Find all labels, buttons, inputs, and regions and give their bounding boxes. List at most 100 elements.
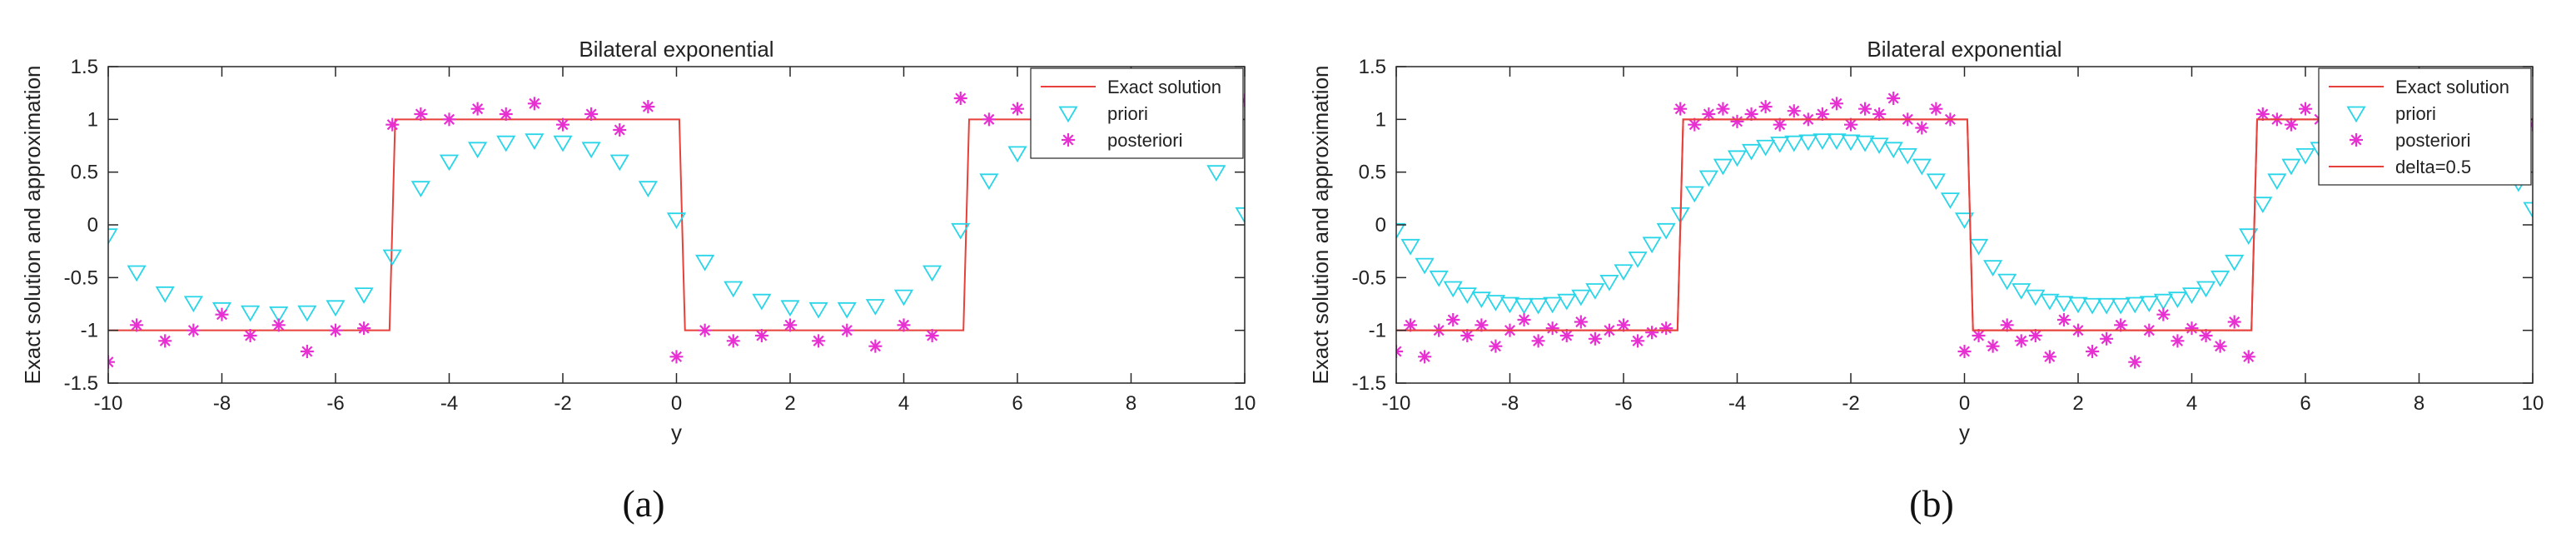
chart-a-caption: (a) <box>622 482 664 525</box>
chart-a-xtick-label: -10 <box>94 392 123 415</box>
chart-b-series-posteriori-point <box>1645 326 1659 340</box>
chart-b-series-priori-point <box>1983 260 2003 276</box>
chart-a-series-posteriori-point <box>754 329 768 342</box>
chart-b-legend-posteriori-swatch <box>2350 133 2363 147</box>
chart-b-series-posteriori-point <box>2199 329 2213 342</box>
chart-b-legend-priori-swatch <box>2346 106 2366 123</box>
chart-b-xtick-label: 0 <box>1959 392 1970 415</box>
figure-panel-b: -10 -8 -6 -4 -2 0 2 4 6 8 10 -1.5 -1 -0.5 0 0.5 1 1.5 Bila… <box>1288 0 2576 543</box>
chart-b-series-posteriori-point <box>1844 117 1857 132</box>
chart-b-series-priori-point <box>1968 238 1989 256</box>
chart-b-series-priori-point <box>2225 254 2245 272</box>
chart-b-series-priori-point <box>1400 238 1420 256</box>
chart-b-xtick-label: 8 <box>2414 392 2424 415</box>
chart-b-series-posteriori-point <box>2000 318 2014 332</box>
chart-b-series-posteriori-point <box>2213 339 2227 353</box>
chart-b-series-posteriori-point <box>1446 313 1460 326</box>
chart-b-series-priori-point <box>1571 289 1591 306</box>
chart-b-series-priori-point <box>1841 134 1861 152</box>
chart-b-series-posteriori-point <box>1631 334 1645 348</box>
chart-b-series-posteriori-point <box>1787 104 1801 118</box>
chart-a-series-priori-point <box>496 135 516 152</box>
chart-a-ytick-label: 1 <box>87 108 98 131</box>
chart-b-series-posteriori-point <box>1659 321 1673 336</box>
chart-a-series-exact-solution-line <box>108 118 1245 331</box>
chart-a-series-posteriori-point <box>641 100 655 114</box>
chart-a-series-posteriori-point <box>698 323 712 337</box>
chart-b-xlabel: y <box>1959 420 1970 445</box>
chart-b-series-posteriori-point <box>2114 318 2128 332</box>
chart-b-series-priori-point <box>1529 297 1549 315</box>
chart-b-series-posteriori-point <box>1474 318 1489 332</box>
chart-a-xtick-label: 8 <box>1126 392 1136 415</box>
chart-b-series-posteriori-point <box>1559 329 1574 342</box>
chart-b-series-posteriori-point <box>1972 329 1986 342</box>
chart-a-xtick-label: -8 <box>213 392 231 415</box>
chart-a-series-priori-point <box>581 142 601 159</box>
chart-b-series-posteriori-point <box>1404 318 1418 332</box>
chart-a-series-posteriori-point <box>840 323 854 337</box>
chart-a-legend-priori-swatch <box>1058 106 1078 123</box>
chart-b-legend: Exact solution priori posteriori delta=0.5 <box>2318 67 2532 186</box>
chart-b-series-priori-point <box>2054 296 2074 313</box>
chart-a-series-priori-point <box>326 300 346 317</box>
figure-panel-a: -10 -8 -6 -4 -2 0 2 4 6 8 10 -1.5 -1 -0.5 0 0.5 1 1.5 Bila… <box>20 37 1256 525</box>
chart-b-series-posteriori-point <box>2086 345 2100 358</box>
chart-a-series-posteriori-point <box>584 107 599 121</box>
chart-b-series-priori-point <box>1415 257 1435 275</box>
chart-b-series-posteriori-point <box>2255 107 2270 121</box>
chart-b-series-posteriori-point <box>1489 339 1503 353</box>
chart-a-series-posteriori-point <box>300 345 314 358</box>
chart-b-series-posteriori-point <box>2056 313 2071 326</box>
chart-a-legend-exact-solution-label: Exact solution <box>1107 77 1221 97</box>
chart-b-series-priori-point <box>1443 281 1463 298</box>
chart-b-xtick-label: 6 <box>2300 392 2310 415</box>
chart-b-title: Bilateral exponential <box>1867 37 2061 62</box>
chart-b-series-priori-point <box>1599 274 1619 291</box>
chart-a-series-posteriori-point <box>982 112 996 127</box>
chart-b-series-posteriori-point <box>2299 102 2312 116</box>
chart-b-series-posteriori-point <box>1829 97 1843 111</box>
chart-b-series-priori-point <box>2153 293 2173 311</box>
chart-b-xtick-label: -2 <box>1842 392 1859 415</box>
chart-b-series-priori-point <box>1855 135 1875 152</box>
chart-b-series-priori-point <box>1543 296 1563 314</box>
chart-a-series-posteriori-point <box>953 92 967 105</box>
chart-b-series-posteriori-point <box>1517 313 1531 326</box>
chart-a: -10 -8 -6 -4 -2 0 2 4 6 8 10 -1.5 -1 -0.5 0 0.5 1 1.5 Bila… <box>20 37 1256 525</box>
chart-b-series-posteriori-point <box>2185 321 2199 336</box>
chart-a-series-priori-point <box>951 222 971 240</box>
chart-b-series-posteriori-point <box>1531 334 1545 348</box>
chart-b-series-priori-point <box>2125 296 2145 314</box>
chart-a-xtick-label: 6 <box>1012 392 1022 415</box>
chart-b-series-posteriori-point <box>1929 102 1943 116</box>
chart-a-series-posteriori-point <box>271 318 286 332</box>
chart-a-series-priori-point <box>525 133 545 150</box>
chart-b-series-priori-point <box>2026 289 2046 306</box>
chart-b-series-posteriori-point <box>1588 331 1602 346</box>
chart-b-series-posteriori-point <box>1617 318 1630 332</box>
chart-a-series-posteriori-point <box>897 318 911 332</box>
chart-b-series-posteriori-point <box>1815 107 1829 121</box>
chart-a-series-posteriori-point <box>868 339 883 353</box>
chart-a-series-priori-point <box>808 301 828 319</box>
chart-a-series-posteriori-point <box>783 318 797 332</box>
chart-b-series-priori-point <box>1756 139 1776 157</box>
chart-a-series-priori-point <box>638 181 658 197</box>
chart-a-series-posteriori-point <box>357 321 371 336</box>
chart-a-xtick-label: 0 <box>671 392 682 415</box>
chart-b-series-posteriori-point <box>2227 315 2241 329</box>
chart-b-series-priori-point <box>1485 295 1506 311</box>
chart-b-ytick-label: -0.5 <box>1352 267 1386 289</box>
chart-a-series-posteriori-point <box>329 323 342 337</box>
chart-a-legend-posteriori-swatch <box>1062 133 1075 147</box>
chart-b-ylabel: Exact solution and approximation <box>1308 65 1333 384</box>
chart-b-series-posteriori-point <box>2156 307 2171 321</box>
chart-a-xtick-label: 10 <box>1234 392 1256 415</box>
chart-b-ytick-label: -1 <box>1369 320 1386 342</box>
chart-b-series-priori-point <box>1713 158 1733 176</box>
chart-b-series-posteriori-point <box>1986 339 2000 353</box>
chart-b-ytick-label: -1.5 <box>1352 372 1386 395</box>
chart-a-series-posteriori-point <box>243 329 257 342</box>
chart-a-series-posteriori-point <box>812 334 826 348</box>
